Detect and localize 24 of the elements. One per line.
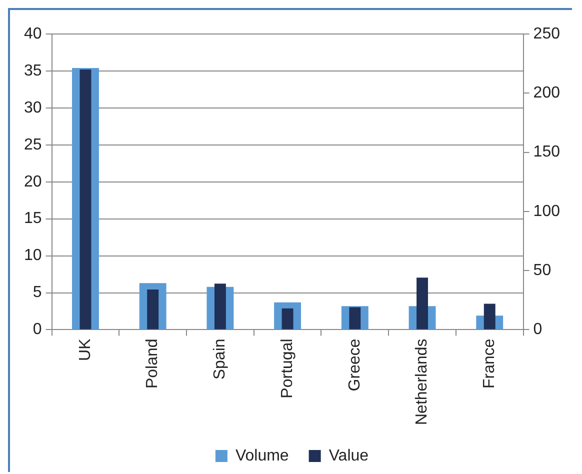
x-tick-label: UK	[76, 338, 94, 361]
y-tick-label: 35	[24, 62, 42, 80]
y2-tick-label: 100	[533, 202, 560, 220]
y-tick-label: 0	[32, 321, 42, 338]
y-tick-label: 10	[24, 247, 42, 264]
y2-tick-label: 50	[533, 262, 552, 279]
x-tick-label: Poland	[144, 338, 162, 389]
y-tick-label: 30	[24, 99, 42, 116]
legend-label: Volume	[235, 447, 289, 464]
y2-tick-label: 0	[533, 321, 542, 338]
y-tick-label: 5	[32, 284, 42, 302]
x-tick-label: Portugal	[278, 338, 296, 398]
y2-tick-label: 250	[533, 25, 560, 42]
x-tick-label: France	[481, 338, 498, 389]
x-tick-label: Greece	[346, 338, 364, 392]
x-tick-label: Spain	[212, 338, 229, 380]
y2-tick-label: 150	[533, 144, 560, 161]
x-tick-label: Netherlands	[414, 338, 431, 426]
y-tick-label: 20	[24, 173, 42, 190]
legend-label: Value	[328, 447, 369, 464]
y2-tick-label: 200	[533, 84, 560, 102]
y-tick-label: 15	[24, 210, 42, 228]
y-tick-label: 40	[24, 25, 42, 42]
y-tick-label: 25	[24, 136, 42, 154]
